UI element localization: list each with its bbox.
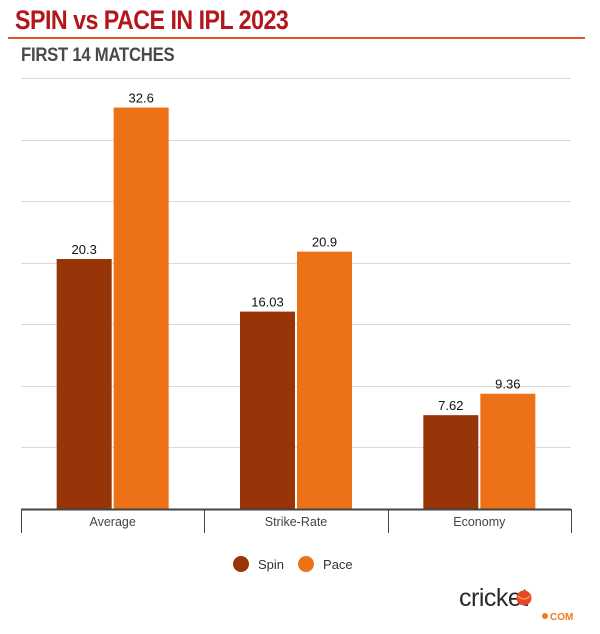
bar-spin-strike-rate[interactable] <box>240 311 295 509</box>
legend-item-spin[interactable]: Spin <box>233 556 284 572</box>
bar-spin-economy[interactable] <box>423 415 479 509</box>
data-label: 20.9 <box>312 235 337 250</box>
data-label: 20.3 <box>72 242 97 257</box>
x-tick-label: Average <box>89 515 135 529</box>
bar-pace-economy[interactable] <box>480 393 536 509</box>
legend-swatch-spin <box>233 556 249 572</box>
logo-suffix: COM <box>550 612 573 623</box>
legend-label-pace: Pace <box>323 556 353 572</box>
data-label: 16.03 <box>251 295 284 310</box>
x-tick-label: Economy <box>453 515 506 529</box>
logo-dot-icon <box>542 613 548 619</box>
x-tick-label: Strike-Rate <box>265 515 328 529</box>
gridlines <box>21 78 571 448</box>
data-label: 9.36 <box>495 377 520 392</box>
title-divider <box>8 37 585 39</box>
bar-spin-average[interactable] <box>56 259 112 509</box>
cricket-ball-icon <box>516 590 532 606</box>
bars <box>56 107 536 510</box>
x-axis: Average Strike-Rate Economy <box>21 508 572 533</box>
bar-pace-average[interactable] <box>113 107 169 509</box>
cricket-com-logo: cricket COM <box>459 584 573 623</box>
legend-label-spin: Spin <box>258 556 285 572</box>
legend-swatch-pace <box>298 556 315 572</box>
data-label: 7.62 <box>438 398 463 413</box>
chart-title: SPIN vs PACE IN IPL 2023 <box>15 5 289 35</box>
data-labels: 20.3 32.6 16.03 20.9 7.62 9.36 <box>72 91 521 414</box>
bar-pace-strike-rate[interactable] <box>297 251 352 510</box>
chart-subtitle: FIRST 14 MATCHES <box>21 45 175 66</box>
legend: Spin Pace <box>233 556 367 572</box>
data-label: 32.6 <box>129 91 154 106</box>
legend-item-pace[interactable]: Pace <box>298 556 353 572</box>
